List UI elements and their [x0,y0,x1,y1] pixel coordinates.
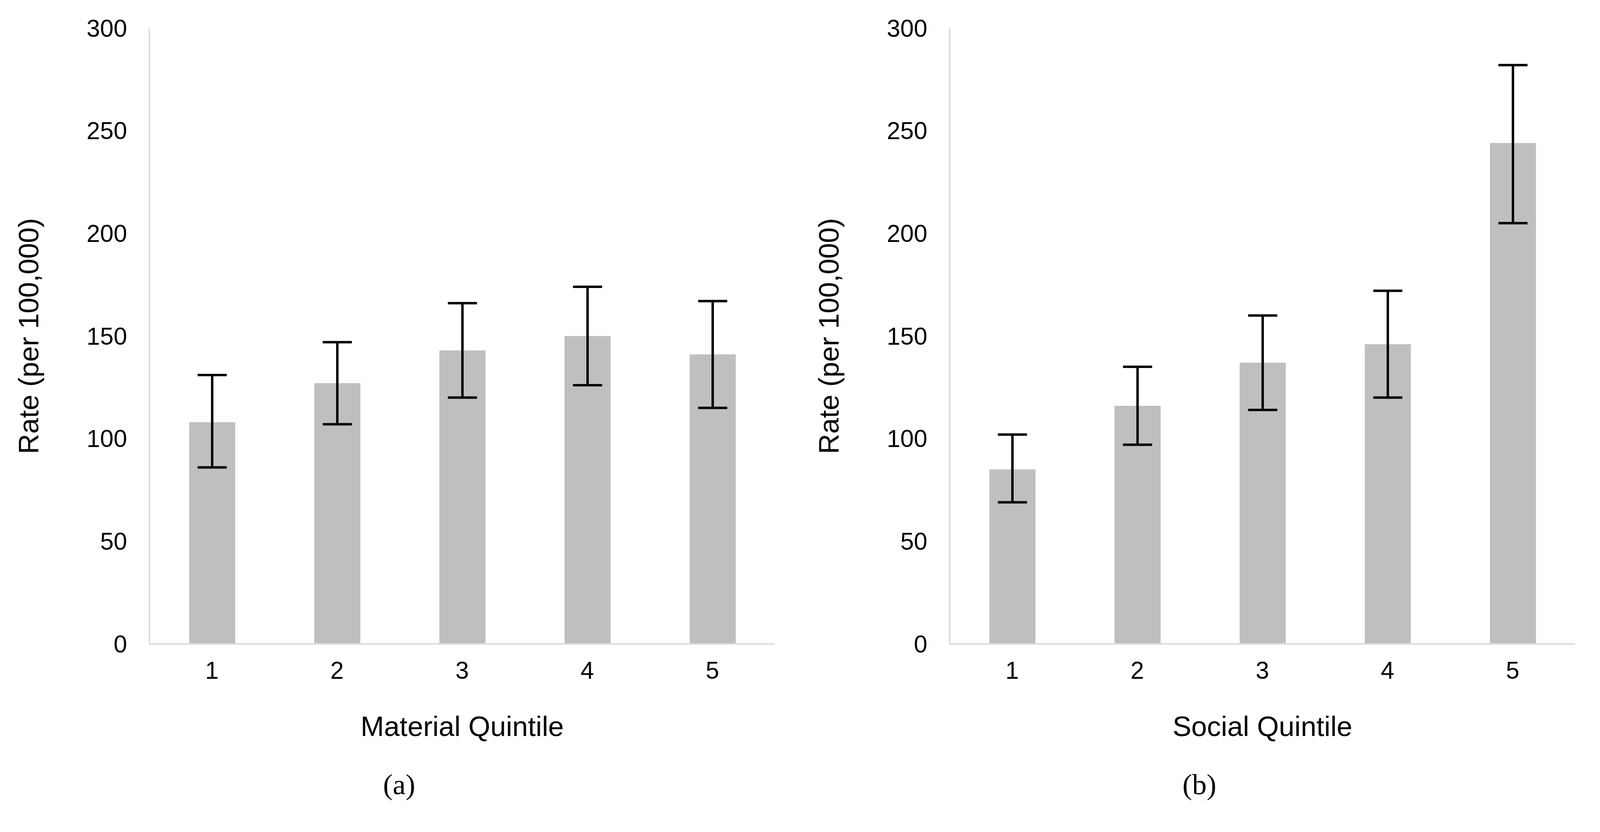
svg-text:300: 300 [86,15,128,43]
svg-text:3: 3 [1255,657,1270,685]
svg-text:Social Quintile: Social Quintile [1172,710,1353,743]
svg-text:0: 0 [913,630,928,659]
html-text:(b): (b) [1182,768,1217,801]
svg-text:Rate (per 100,000): Rate (per 100,000) [812,218,845,455]
html-text:(a): (a) [383,768,416,801]
svg-text:Material Quintile: Material Quintile [360,710,564,743]
svg-text:1: 1 [205,657,219,685]
svg-text:3: 3 [455,657,469,685]
svg-text:2: 2 [330,657,344,685]
svg-text:150: 150 [887,323,928,351]
svg-text:300: 300 [887,15,928,43]
svg-text:Rate (per 100,000): Rate (per 100,000) [12,218,45,455]
svg-text:100: 100 [86,425,128,453]
svg-text:4: 4 [580,657,595,685]
svg-text:5: 5 [1505,657,1520,685]
svg-text:1: 1 [1005,657,1019,685]
svg-text:5: 5 [705,657,720,685]
svg-text:150: 150 [86,323,128,351]
svg-text:200: 200 [887,220,928,248]
svg-text:50: 50 [99,528,128,556]
svg-text:50: 50 [900,528,928,556]
svg-text:2: 2 [1130,657,1145,685]
svg-text:0: 0 [113,630,128,659]
svg-text:250: 250 [86,117,128,145]
svg-text:100: 100 [887,425,928,453]
svg-text:200: 200 [86,220,128,248]
svg-text:250: 250 [887,117,928,145]
svg-text:4: 4 [1380,657,1395,685]
